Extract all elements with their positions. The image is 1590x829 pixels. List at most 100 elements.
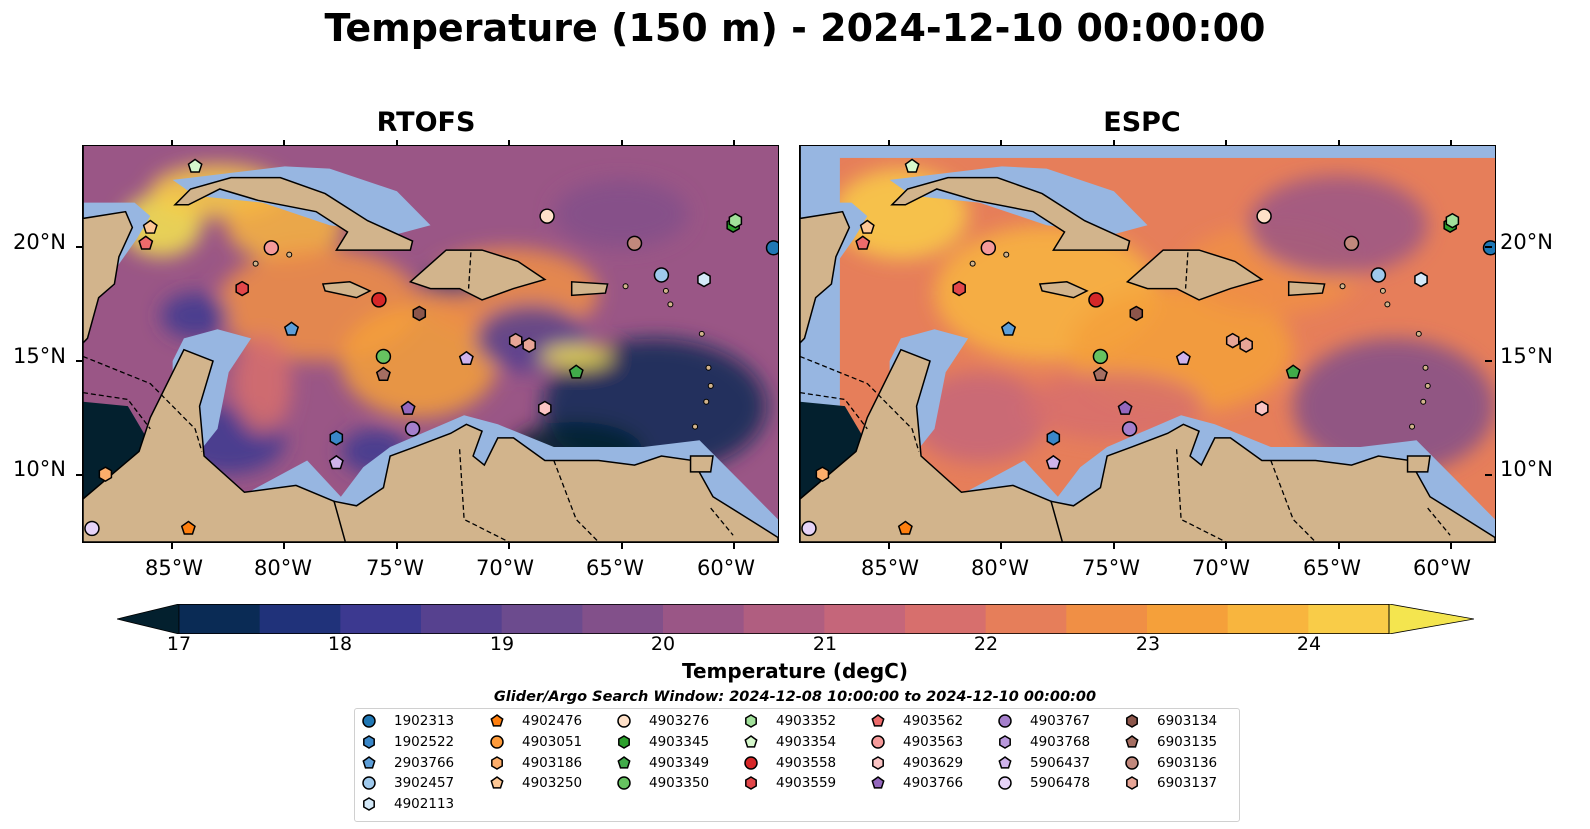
axis-tick [887, 140, 890, 146]
legend-marker-4903767 [998, 714, 1012, 728]
colorbar-segment [421, 604, 503, 634]
colorbar-extend-low [116, 603, 180, 635]
country-border [467, 252, 472, 289]
colorbar [116, 603, 1475, 635]
pentagon-marker-icon [617, 755, 631, 769]
temperature-patch [233, 333, 292, 434]
float-marker-4903186 [815, 466, 830, 482]
legend-label: 4903354 [776, 733, 837, 750]
axis-tick [733, 542, 736, 549]
lon-label-70w-espc: 70°W [1192, 556, 1250, 580]
lon-label-75w-espc: 75°W [1082, 556, 1140, 580]
lat-label-10n-right: 10°N [1500, 457, 1553, 481]
axis-tick [1337, 140, 1340, 146]
float-marker-6903135 [1092, 366, 1108, 381]
small-island [1379, 287, 1386, 294]
float-marker-4902113 [697, 271, 711, 288]
map-svg-rtofs [83, 146, 778, 542]
legend-marker-1902522 [363, 734, 375, 749]
legend-label: 6903135 [1157, 733, 1218, 750]
legend-label: 4903345 [649, 733, 710, 750]
float-marker-4903350 [1092, 348, 1109, 365]
legend-marker-4903558 [744, 755, 758, 770]
temperature-patch [161, 293, 229, 339]
float-marker-4903558 [371, 292, 387, 308]
legend-marker-4903345 [618, 734, 630, 749]
country-border [1427, 507, 1451, 536]
lat-label-15n-right: 15°N [1500, 344, 1553, 368]
small-island [969, 260, 976, 267]
legend-marker-4903350 [617, 776, 631, 791]
float-marker-4903349 [1285, 364, 1301, 379]
small-island [1415, 330, 1422, 337]
lon-label-60w-rtofs: 60°W [697, 556, 755, 580]
float-marker-5906437 [1175, 350, 1191, 366]
hexagon-marker-icon [872, 755, 884, 770]
axis-tick [395, 542, 398, 549]
colorbar-segment [501, 604, 583, 634]
colorbar-tick-23: 23 [1135, 633, 1161, 655]
float-marker-4903562 [138, 235, 154, 250]
legend-label: 4903766 [903, 775, 964, 792]
small-island [667, 301, 674, 308]
hexagon-marker-icon [363, 734, 375, 749]
lat-label-10n-left: 10°N [13, 457, 66, 481]
map-panel-espc [799, 145, 1496, 543]
lat-label-15n-left: 15°N [13, 344, 66, 368]
legend-marker-4903349 [617, 755, 631, 769]
float-marker-6903136 [626, 235, 643, 252]
float-marker-4903350 [375, 348, 392, 365]
land-southAmerica [1050, 423, 1495, 542]
small-island [662, 287, 669, 294]
lat-label-20n-right: 20°N [1500, 230, 1553, 254]
legend-marker-4903768 [999, 734, 1011, 749]
small-island [1339, 283, 1346, 290]
float-marker-6903135 [375, 366, 391, 381]
axis-tick [1337, 542, 1340, 549]
hexagon-marker-icon [745, 776, 757, 791]
axis-tick [1112, 542, 1115, 549]
legend-label: 4902476 [522, 713, 583, 729]
colorbar-tick-17: 17 [166, 633, 192, 655]
float-marker-2903766 [1000, 321, 1017, 336]
colorbar-segment [985, 604, 1067, 634]
pentagon-marker-icon [362, 755, 376, 769]
legend-marker-5906437 [998, 755, 1012, 769]
float-marker-4903629 [1255, 400, 1269, 417]
country-border [553, 460, 600, 542]
float-marker-4903766 [400, 400, 416, 415]
temperature-patch [1248, 175, 1428, 275]
axis-tick [733, 140, 736, 146]
legend-marker-4903250 [490, 776, 504, 790]
float-marker-4903349 [568, 364, 584, 379]
country-border [1184, 252, 1189, 289]
land-jamaica [321, 281, 372, 299]
float-marker-4903559 [235, 280, 249, 297]
temperature-anomaly-group [833, 168, 1495, 475]
hexagon-marker-icon [1126, 714, 1138, 728]
float-marker-4903352 [1445, 212, 1460, 229]
legend-label: 4903563 [903, 733, 964, 750]
legend-marker-1902313 [362, 714, 376, 728]
no-data-strip [800, 146, 1495, 158]
figure-title: Temperature (150 m) - 2024-12-10 00:00:0… [324, 6, 1266, 50]
legend-label: 4902113 [394, 796, 455, 813]
country-border [800, 355, 920, 452]
float-marker-5906437 [328, 454, 344, 470]
lon-label-70w-rtofs: 70°W [476, 556, 534, 580]
legend-label: 4903186 [522, 754, 583, 771]
axis-tick [508, 542, 511, 549]
axis-tick [76, 473, 83, 476]
hexagon-marker-icon [1126, 776, 1138, 791]
land-yucatan [800, 146, 851, 344]
legend-marker-4903051 [490, 735, 504, 749]
temperature-patch [540, 345, 613, 368]
land-southAmerica [333, 423, 778, 542]
float-marker-4903354 [904, 158, 920, 173]
temperature-patch [912, 372, 1047, 463]
axis-tick [620, 542, 623, 549]
legend-marker-4902476 [490, 714, 504, 727]
pentagon-marker-icon [1125, 734, 1139, 748]
colorbar-segment [1147, 604, 1229, 634]
map-svg-espc [800, 146, 1495, 542]
